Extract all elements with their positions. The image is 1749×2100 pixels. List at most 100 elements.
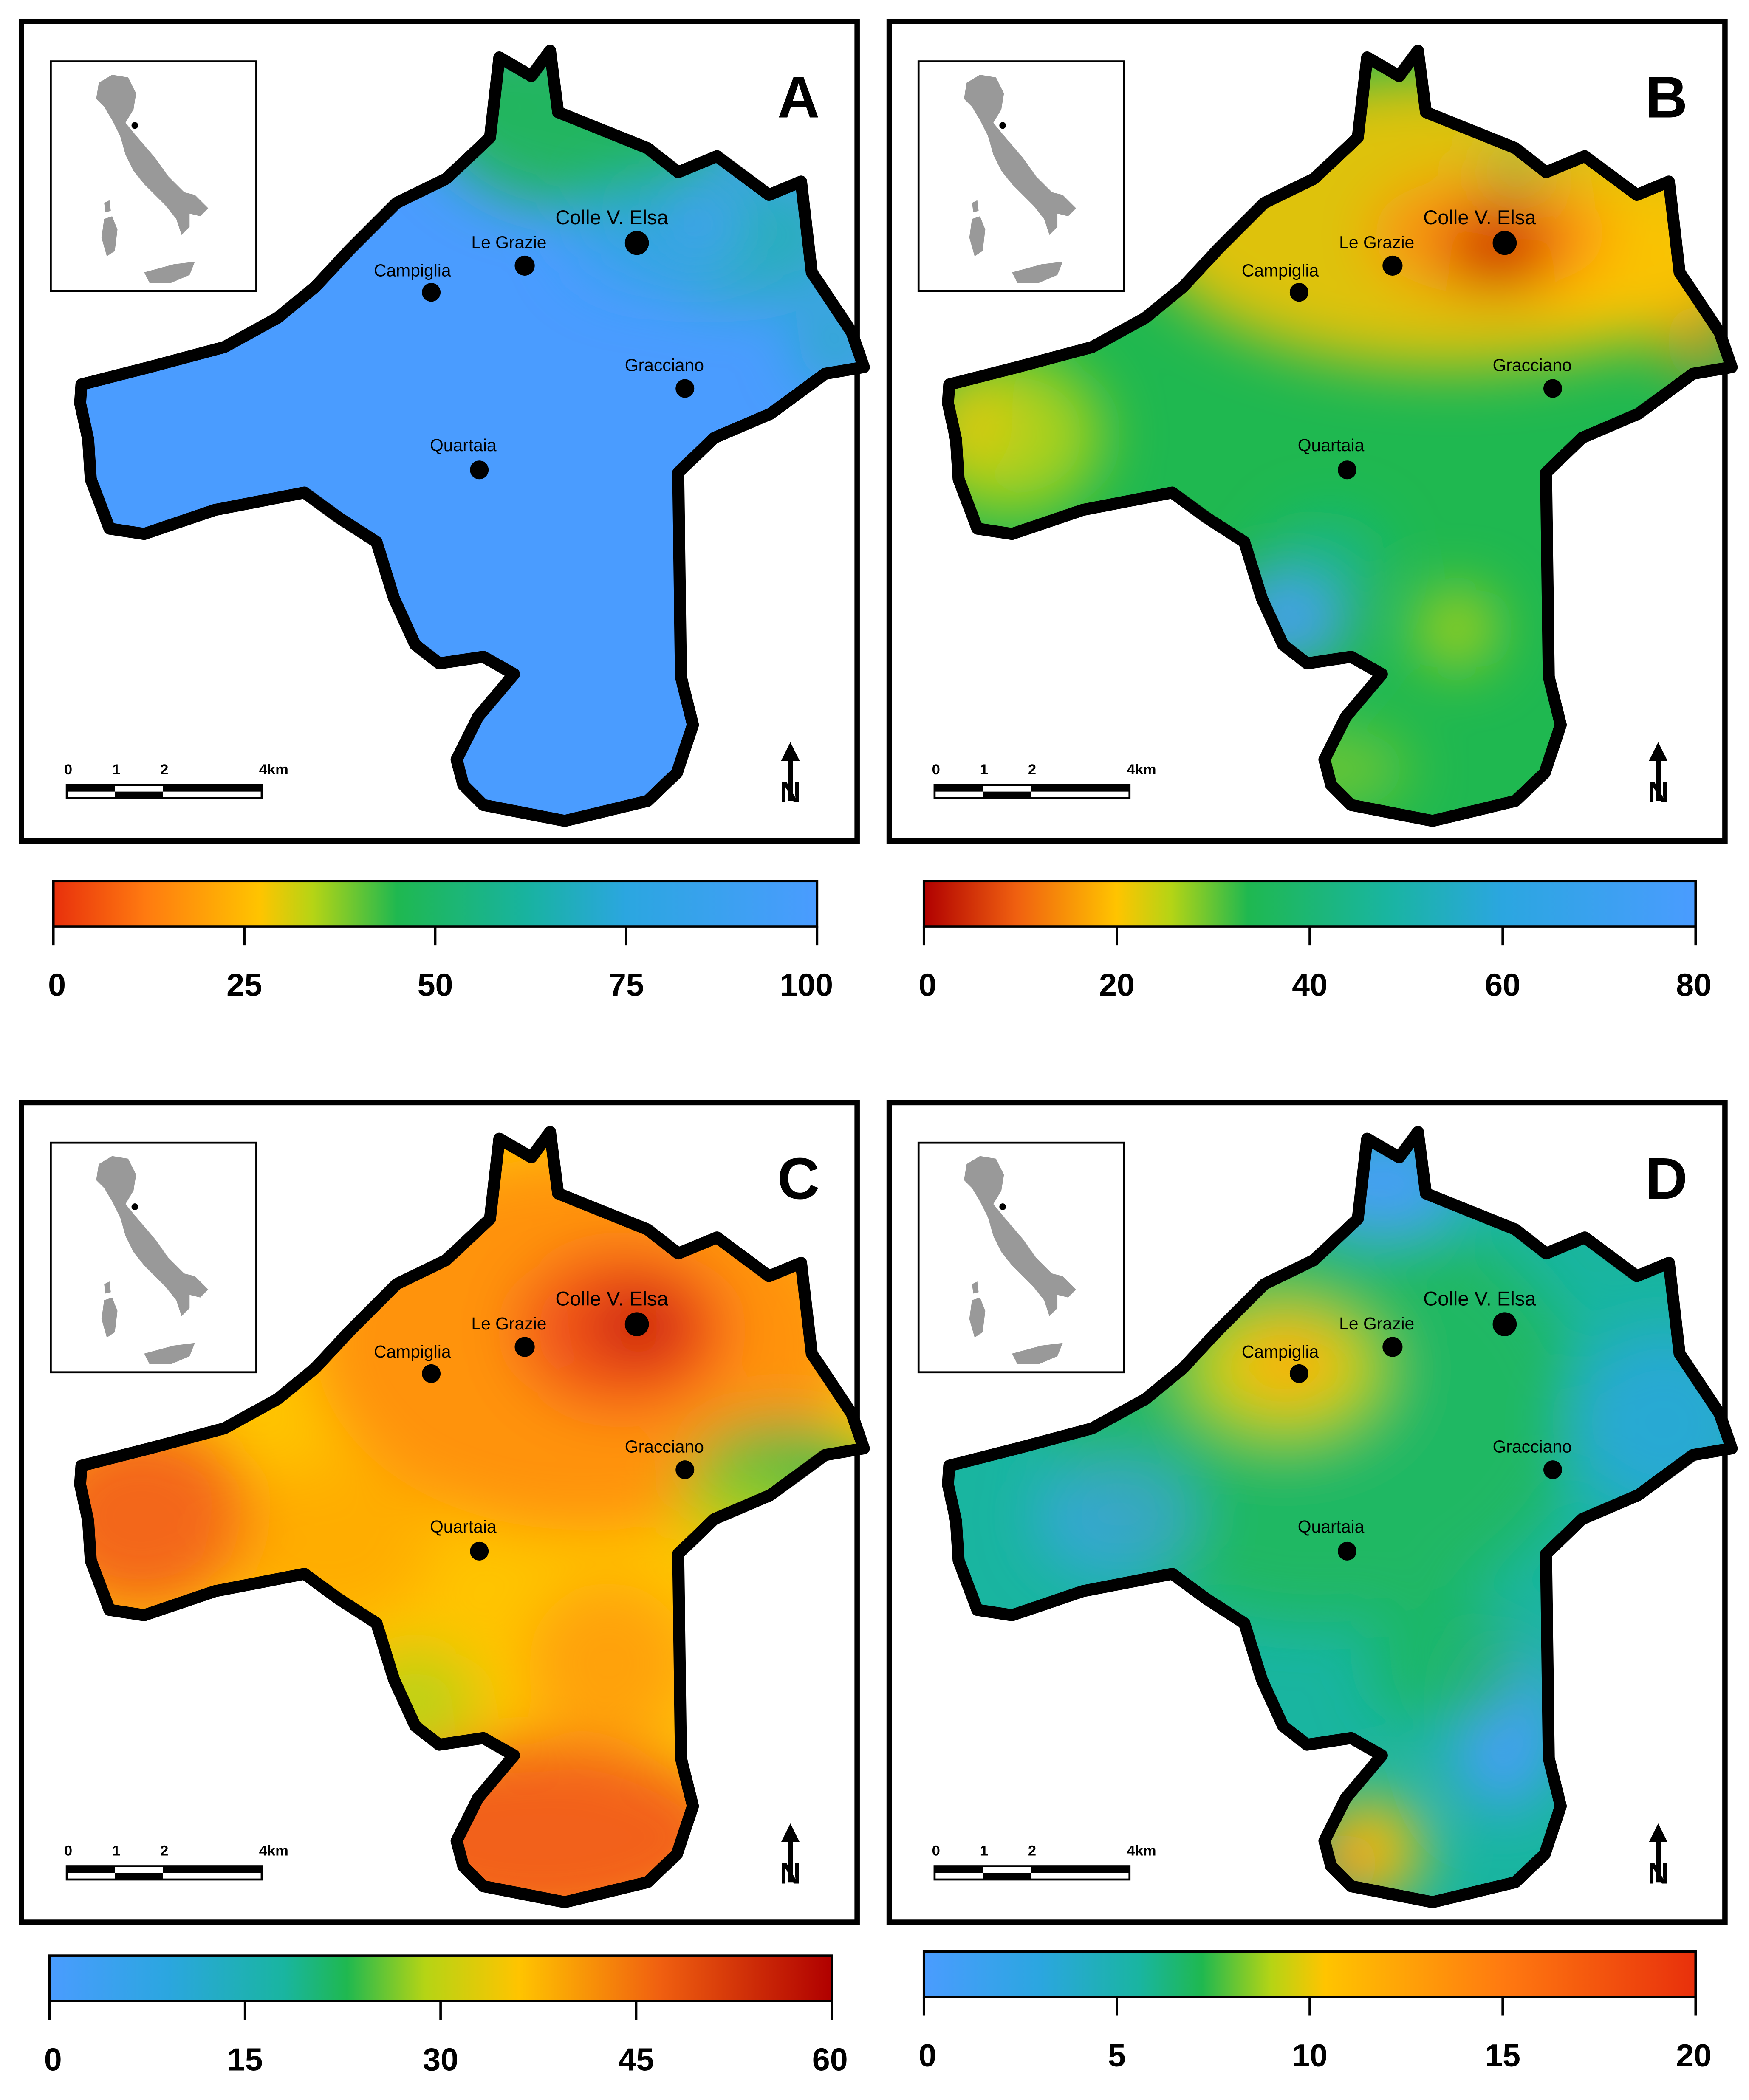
colorbar-tick-label: 0 [918,967,936,1002]
italy-silhouette-icon [96,1156,209,1364]
colorbar-tick-label: 0 [44,2041,62,2077]
town-label-campiglia: Campiglia [1242,1342,1319,1361]
raster-blob [1036,1456,1196,1577]
scale-bar-label: 4km [1127,1843,1156,1859]
municipality-boundary [74,1126,870,1908]
italy-inset [917,60,1125,292]
town-label-colle-v-elsa: Colle V. Elsa [1423,1287,1536,1310]
location-marker [131,1203,138,1210]
town-label-gracciano: Gracciano [625,356,704,375]
town-label-campiglia: Campiglia [374,261,451,280]
scale-bar: 0 1 2 4km [64,1843,288,1881]
town-label-le-grazie: Le Grazie [471,233,546,252]
town-label-le-grazie: Le Grazie [1339,1314,1414,1333]
map-panel-a: A Colle V. Elsa Le Grazie Campiglia Graccian… [18,18,870,844]
map-panel-d: D Colle V. Elsa Le Grazie Campiglia Graccian… [886,1100,1738,1925]
raster-blob [669,181,736,262]
panel-letter: A [777,65,820,130]
town-dot-icon [624,1312,649,1336]
colorbar-tick-label: 20 [1676,2038,1712,2073]
colorbar-tick-label: 15 [227,2041,263,2077]
colorbar-tick-label: 45 [619,2041,654,2077]
colorbar-tick-label: 5 [1108,2038,1126,2073]
scale-bar-label: 2 [1028,1843,1036,1859]
colorbar-ramp [52,880,819,928]
town-dot-icon [470,460,489,480]
italy-silhouette-icon [964,1156,1077,1364]
north-arrow-icon: N [780,1823,801,1890]
scale-bar-label: 0 [932,762,940,778]
panel-letter: D [1645,1146,1688,1211]
town-dot-icon [470,1541,489,1561]
colorbar-tick-label: 30 [423,2041,458,2077]
location-marker [999,122,1006,129]
colorbar-tick-label: 60 [1485,967,1520,1002]
scale-bar-label: 4km [259,1843,288,1859]
raster-blob [528,1583,689,1744]
scale-bar-label: 1 [980,762,988,778]
north-arrow-icon: N [1647,1823,1669,1890]
town-label-campiglia: Campiglia [374,1342,451,1361]
town-dot-icon [675,1460,695,1479]
scale-bar: 0 1 2 4km [932,1843,1156,1881]
colorbar-tick-label: 80 [1676,967,1712,1002]
colorbar-tick-label: 40 [1292,967,1328,1002]
raster-blob [1276,515,1383,596]
town-dot-icon [1492,1312,1517,1336]
scale-bar: 0 1 2 4km [932,762,1156,799]
town-dot-icon [1289,283,1308,302]
colorbar-tick-label: 75 [608,967,644,1002]
colorbar-a: 0 25 50 75 100 [48,880,833,1002]
italy-silhouette-icon [96,74,209,283]
colorbar-c: 0 15 30 45 60 [44,1954,848,2077]
town-label-gracciano: Gracciano [1493,1437,1572,1456]
town-dot-icon [514,1337,535,1357]
north-label: N [780,1857,801,1890]
town-label-campiglia: Campiglia [1242,261,1319,280]
scale-bar-label: 4km [1127,762,1156,778]
town-label-quartaia: Quartaia [1298,435,1365,455]
colorbar-ramp [922,880,1697,928]
scale-bar: 0 1 2 4km [64,762,288,799]
scale-bar-label: 0 [64,1843,72,1859]
town-label-colle-v-elsa: Colle V. Elsa [555,206,668,229]
north-arrow-icon: N [780,742,801,809]
north-label: N [780,776,801,809]
colorbar-tick-label: 0 [918,2038,936,2073]
scale-bar-label: 0 [64,762,72,778]
town-dot-icon [675,379,695,398]
town-label-quartaia: Quartaia [1298,1517,1365,1536]
location-marker [999,1203,1006,1210]
town-label-quartaia: Quartaia [430,1517,497,1536]
colorbar-tick-label: 25 [226,967,262,1002]
colorbar-b: 0 20 40 60 80 [918,880,1712,1002]
town-dot-icon [1382,1337,1403,1357]
scale-bar-label: 2 [160,1843,168,1859]
municipality-boundary [942,1126,1738,1908]
map-panel-c: C Colle V. Elsa Le Grazie Campiglia Graccian… [18,1100,870,1925]
raster-blob [1416,588,1497,669]
scale-bar-label: 4km [259,762,288,778]
north-arrow-icon: N [1647,742,1669,809]
panel-letter: B [1645,65,1688,130]
town-label-le-grazie: Le Grazie [471,1314,546,1333]
italy-inset [50,60,257,292]
italy-inset [917,1141,1125,1374]
scale-bar-label: 2 [1028,762,1036,778]
colorbar-ramp [48,1954,833,2002]
municipality-boundary [942,45,1738,827]
town-dot-icon [1338,460,1357,480]
north-label: N [1647,776,1669,809]
raster-blob [948,375,1016,469]
town-label-quartaia: Quartaia [430,435,497,455]
town-dot-icon [1543,379,1563,398]
colorbar-tick-label: 15 [1485,2038,1520,2073]
town-dot-icon [422,283,441,302]
town-label-colle-v-elsa: Colle V. Elsa [555,1287,668,1310]
italy-silhouette-icon [964,74,1077,283]
scale-bar-label: 1 [112,1843,120,1859]
map-panel-b: B Colle V. Elsa Le Grazie Campiglia Graccian… [886,18,1738,844]
town-dot-icon [1382,255,1403,276]
colorbar-tick-label: 50 [418,967,453,1002]
